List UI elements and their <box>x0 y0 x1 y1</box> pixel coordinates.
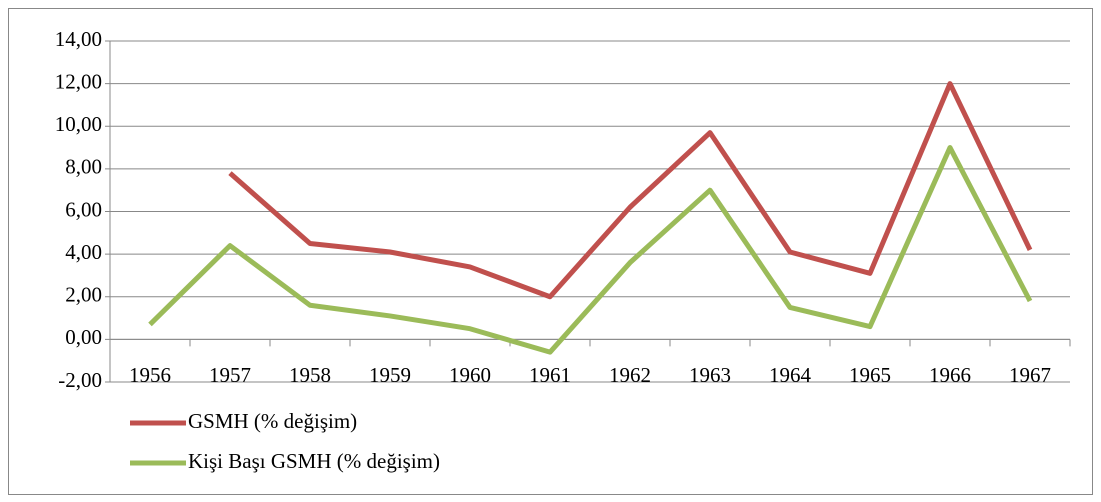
y-tick-label: 10,00 <box>55 112 102 136</box>
series-line <box>148 145 1033 355</box>
x-tick-label: 1959 <box>369 363 411 387</box>
x-tick-label: 1964 <box>769 363 812 387</box>
y-tick-label: 0,00 <box>65 325 102 349</box>
x-tick-label: 1962 <box>609 363 651 387</box>
chart-border <box>8 8 1093 495</box>
y-tick-label: 8,00 <box>65 155 102 179</box>
y-tick-label: 6,00 <box>65 197 102 221</box>
x-tick-label: 1958 <box>289 363 331 387</box>
y-tick-label: 4,00 <box>65 240 102 264</box>
y-tick-label: -2,00 <box>58 368 102 392</box>
y-tick-label: 12,00 <box>55 69 102 93</box>
legend-label: GSMH (% değişim) <box>188 409 357 433</box>
x-tick-label: 1966 <box>929 363 971 387</box>
legend-label: Kişi Başı GSMH (% değişim) <box>188 449 440 473</box>
y-tick-label: 2,00 <box>65 283 102 307</box>
x-tick-label: 1961 <box>529 363 571 387</box>
x-tick-label: 1960 <box>449 363 491 387</box>
y-tick-label: 14,00 <box>55 27 102 51</box>
x-tick-label: 1956 <box>129 363 171 387</box>
x-tick-label: 1965 <box>849 363 891 387</box>
x-tick-label: 1957 <box>209 363 251 387</box>
x-tick-label: 1963 <box>689 363 731 387</box>
x-tick-label: 1967 <box>1009 363 1051 387</box>
series-line <box>228 81 1033 300</box>
